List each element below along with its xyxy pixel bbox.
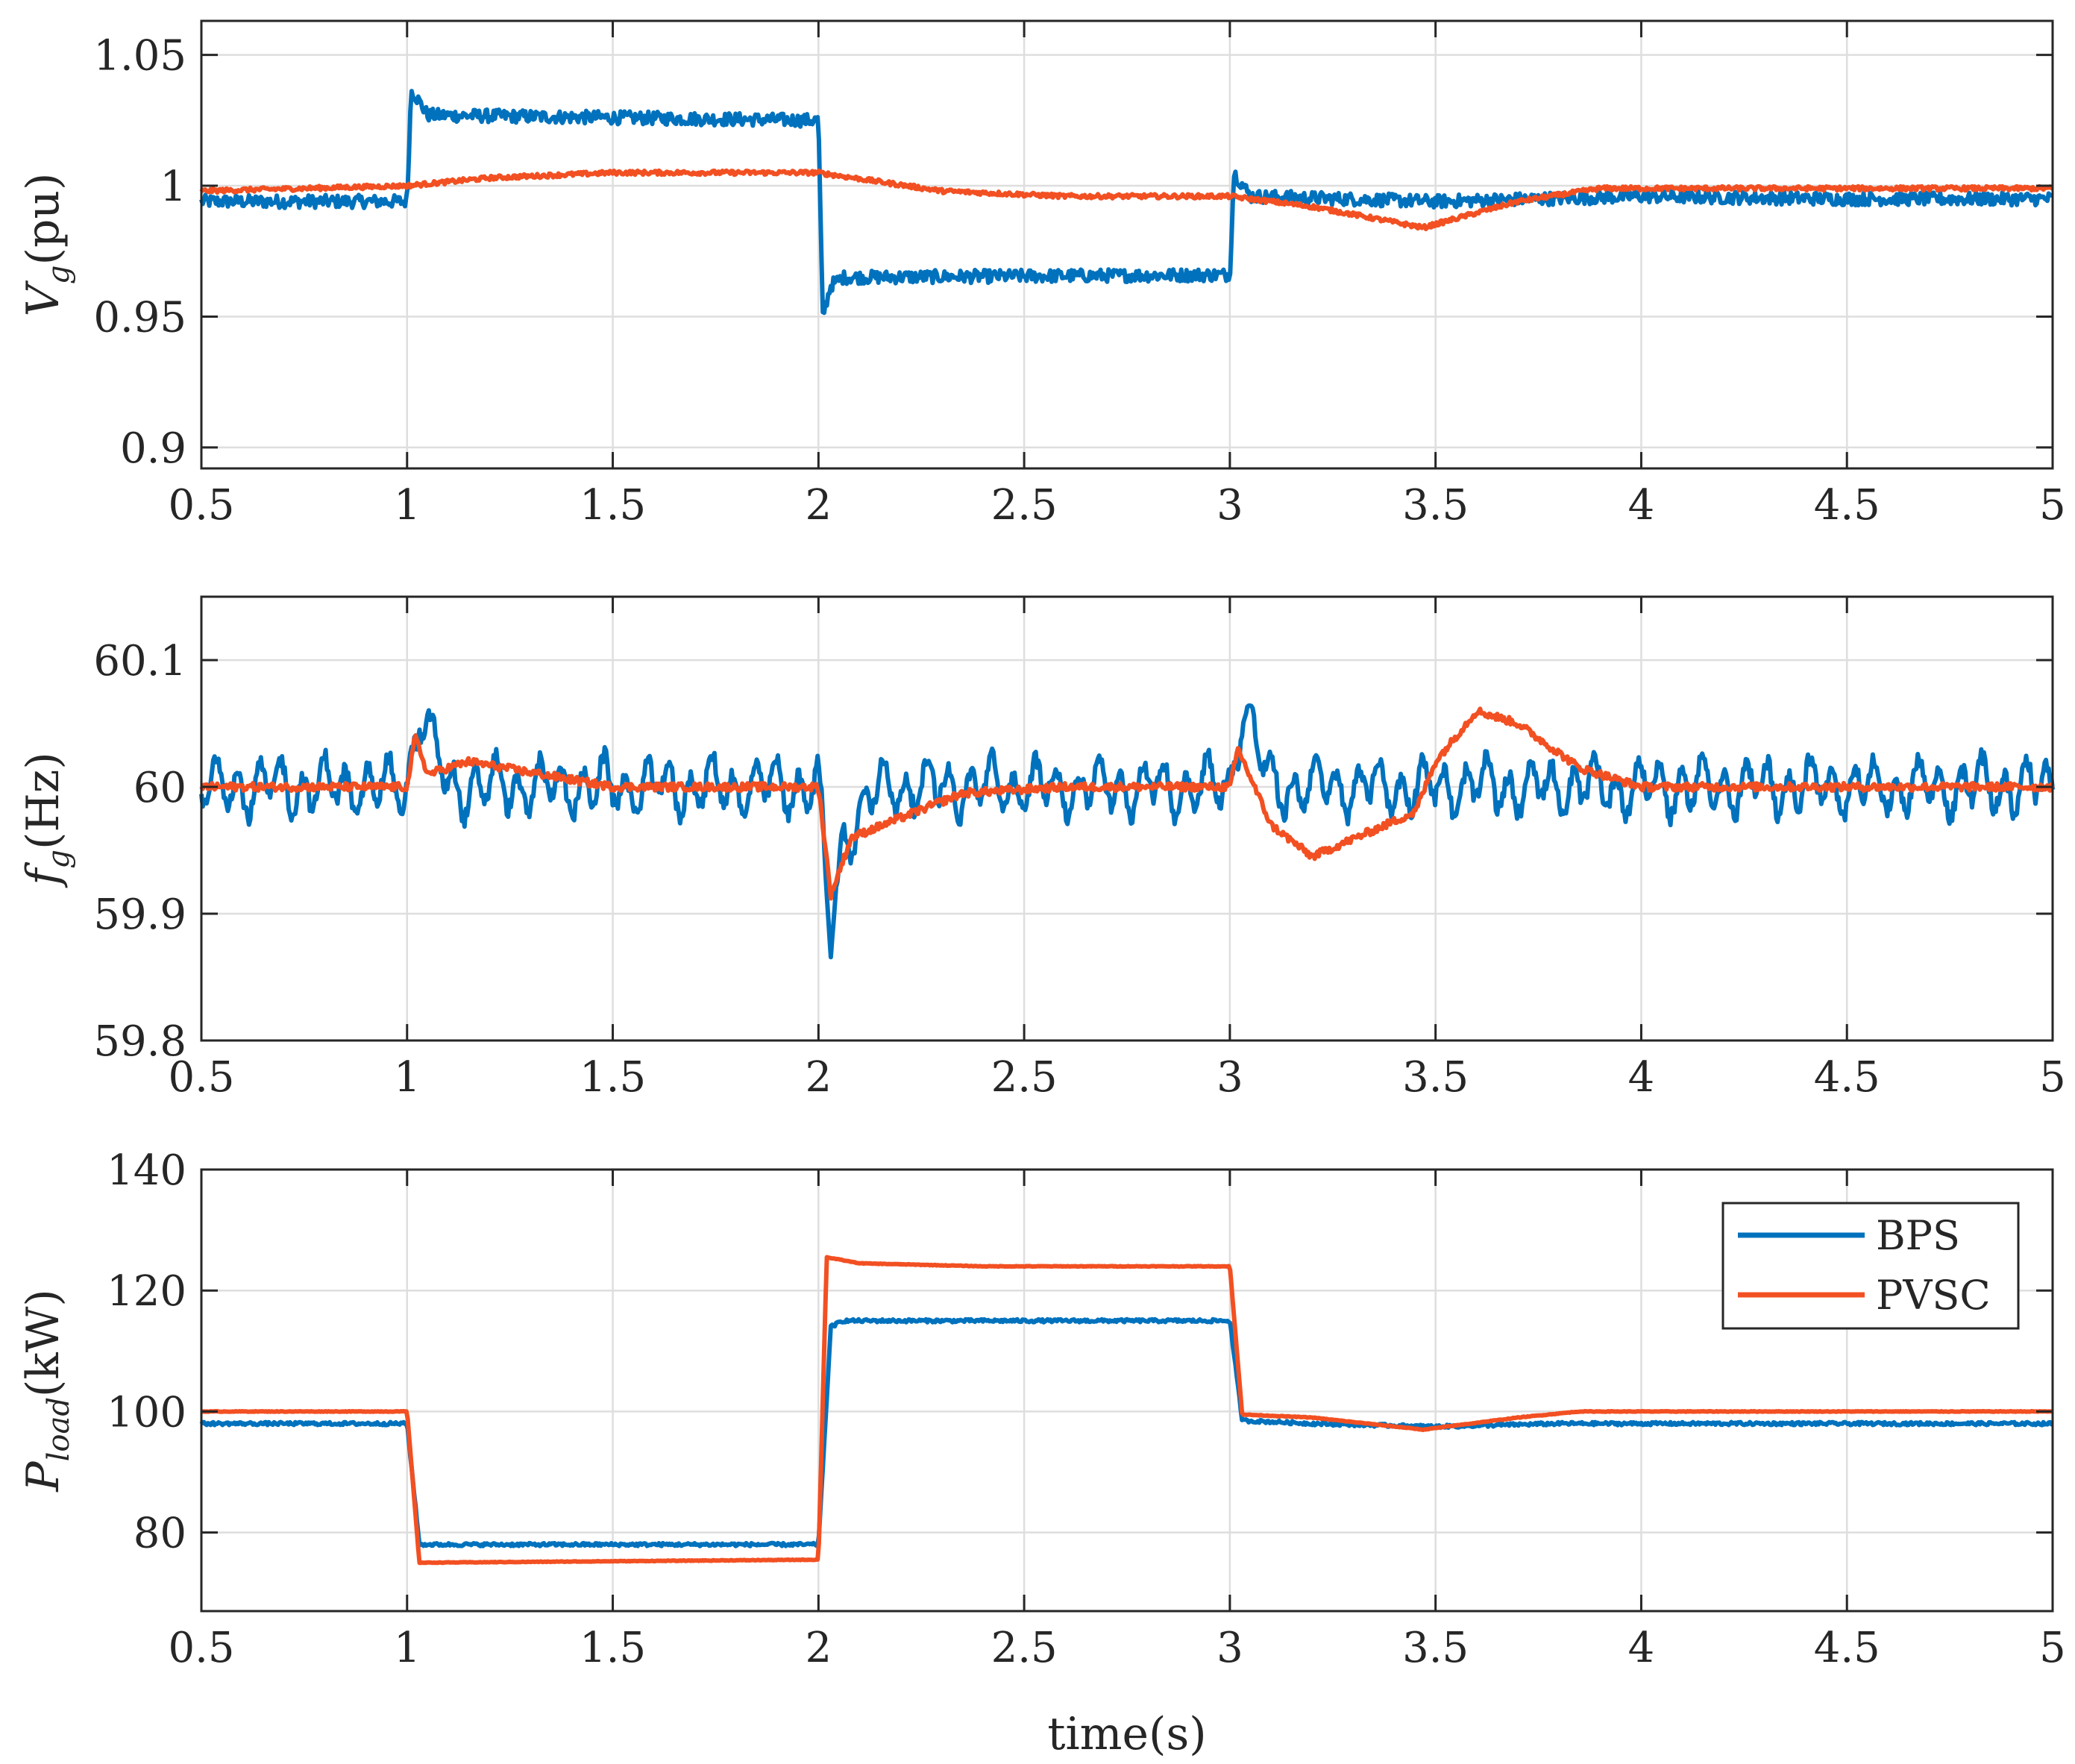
- voltage-x-tick-label: 1.5: [580, 481, 646, 530]
- frequency-x-tick-label: 0.5: [168, 1053, 234, 1102]
- voltage-series: [199, 89, 2054, 316]
- frequency-x-tick-label: 4.5: [1814, 1053, 1880, 1102]
- voltage-axes-frame: [200, 19, 2054, 470]
- frequency-x-tick-label: 3.5: [1402, 1053, 1469, 1102]
- voltage-x-tick-label: 5: [2039, 481, 2066, 530]
- frequency-y-tick-label: 60: [134, 764, 186, 812]
- voltage-series-bps: [199, 89, 2054, 316]
- frequency-y-axis-label: fg(Hz): [17, 752, 76, 888]
- frequency-x-tick-label: 2.5: [991, 1053, 1058, 1102]
- frequency-ticks: 0.5 1 1.5 2 2.5 3 3.5 4 4.5 5 59.8 59.9 60 60.1: [93, 597, 2066, 1102]
- load-y-tick-label: 80: [134, 1510, 186, 1558]
- load-y-tick-label: 120: [107, 1267, 186, 1316]
- load-x-tick-label: 1: [394, 1624, 421, 1672]
- voltage-x-tick-label: 0.5: [168, 481, 234, 530]
- frequency-axes-frame: [200, 595, 2054, 1042]
- frequency-x-tick-label: 1.5: [580, 1053, 646, 1102]
- voltage-ticks: 0.5 1 1.5 2 2.5 3 3.5 4 4.5 5 0.9 0.95 1 1.05: [93, 21, 2066, 530]
- load-x-tick-label: 1.5: [580, 1624, 646, 1672]
- load-y-tick-label: 140: [107, 1146, 186, 1195]
- frequency-y-tick-label: 59.9: [93, 891, 186, 939]
- load-x-tick-label: 4.5: [1814, 1624, 1880, 1672]
- frequency-x-tick-label: 5: [2039, 1053, 2066, 1102]
- load-y-tick-label: 100: [107, 1388, 186, 1437]
- frequency-series-pvsc: [199, 706, 2055, 901]
- load-series: [199, 1255, 2054, 1566]
- voltage-grid: [200, 21, 2054, 468]
- voltage-x-tick-label: 2.5: [991, 481, 1058, 530]
- time-x-axis-label: time(s): [1047, 1708, 1206, 1760]
- frequency-panel: 0.5 1 1.5 2 2.5 3 3.5 4 4.5 5 59.8 59.9 60 60.1 fg(Hz…: [17, 595, 2066, 1102]
- voltage-y-tick-label: 0.9: [120, 424, 186, 473]
- voltage-panel: 0.5 1 1.5 2 2.5 3 3.5 4 4.5 5 0.9 0.95 1 1.05 Vg(pu): [17, 19, 2066, 530]
- load-axes-frame: [200, 1168, 2054, 1613]
- legend-label-pvsc: PVSC: [1876, 1272, 1991, 1319]
- frequency-series-bps: [199, 703, 2055, 960]
- voltage-y-tick-label: 1: [160, 163, 186, 211]
- load-x-tick-label: 5: [2039, 1624, 2066, 1672]
- voltage-series-pvsc: [199, 168, 2054, 231]
- voltage-x-tick-label: 1: [394, 481, 421, 530]
- frequency-series: [199, 703, 2055, 960]
- load-ticks: 0.5 1 1.5 2 2.5 3 3.5 4 4.5 5 80 100 120 140: [107, 1146, 2066, 1672]
- load-x-tick-label: 0.5: [168, 1624, 234, 1672]
- load-x-tick-label: 3: [1217, 1624, 1243, 1672]
- load-panel: 0.5 1 1.5 2 2.5 3 3.5 4 4.5 5 80 100 120 140 Pload(kW…: [17, 1146, 2066, 1760]
- legend-label-bps: BPS: [1876, 1212, 1960, 1259]
- load-x-tick-label: 3.5: [1402, 1624, 1469, 1672]
- frequency-y-tick-label: 59.8: [93, 1017, 186, 1066]
- voltage-y-tick-label: 1.05: [93, 32, 186, 81]
- load-series-bps: [199, 1316, 2054, 1548]
- load-x-tick-label: 2.5: [991, 1624, 1058, 1672]
- frequency-x-tick-label: 1: [394, 1053, 421, 1102]
- voltage-x-tick-label: 4.5: [1814, 481, 1880, 530]
- frequency-y-tick-label: 60.1: [93, 637, 186, 685]
- voltage-x-tick-label: 3.5: [1402, 481, 1469, 530]
- frequency-x-tick-label: 2: [806, 1053, 832, 1102]
- load-x-tick-label: 4: [1628, 1624, 1655, 1672]
- load-series-pvsc: [200, 1255, 2054, 1566]
- legend: BPS PVSC: [1721, 1202, 2020, 1330]
- frequency-x-tick-label: 3: [1217, 1053, 1243, 1102]
- legend-box: [1721, 1202, 2020, 1330]
- voltage-x-tick-label: 2: [806, 481, 832, 530]
- load-y-axis-label: Pload(kW): [17, 1289, 76, 1493]
- voltage-y-axis-label: Vg(pu): [17, 173, 76, 317]
- voltage-x-tick-label: 3: [1217, 481, 1243, 530]
- frequency-x-tick-label: 4: [1628, 1053, 1655, 1102]
- load-x-tick-label: 2: [806, 1624, 832, 1672]
- voltage-x-tick-label: 4: [1628, 481, 1655, 530]
- voltage-y-tick-label: 0.95: [93, 293, 186, 342]
